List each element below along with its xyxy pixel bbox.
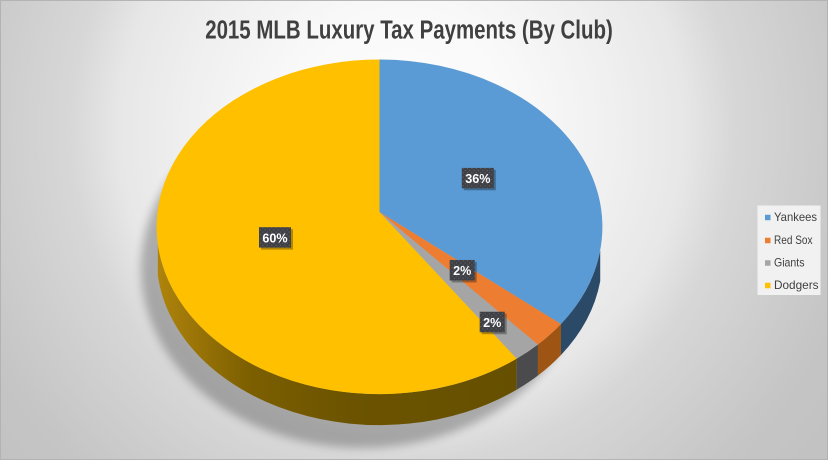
svg-text:Giants: Giants: [774, 256, 805, 270]
svg-text:Red Sox: Red Sox: [774, 233, 813, 247]
svg-text:60%: 60%: [262, 231, 287, 245]
svg-text:Dodgers: Dodgers: [774, 278, 819, 292]
svg-text:Yankees: Yankees: [774, 210, 817, 224]
svg-text:2015 MLB Luxury Tax Payments (: 2015 MLB Luxury Tax Payments (By Club): [205, 17, 613, 45]
svg-text:2%: 2%: [453, 264, 471, 278]
svg-text:2%: 2%: [483, 316, 501, 330]
svg-text:36%: 36%: [465, 172, 490, 186]
